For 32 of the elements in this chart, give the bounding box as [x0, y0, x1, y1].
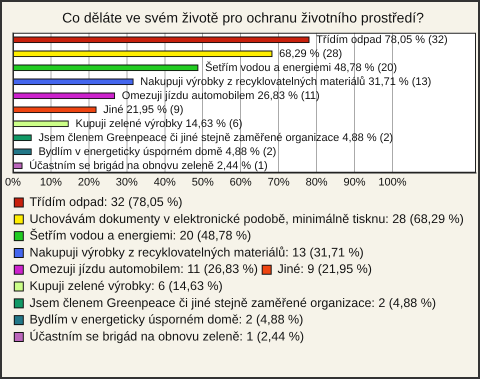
x-tick-label: 0% [4, 176, 22, 188]
legend-label: Šetřím vodou a energiemi: 20 (48,78 %) [30, 228, 252, 243]
x-tick-label: 10% [40, 176, 62, 188]
x-tick-label: 20% [78, 176, 100, 188]
legend-label: Omezuji jízdu automobilem: 11 (26,83 %) [30, 262, 258, 276]
legend-label: Kupuji zelené výrobky: 6 (14,63 %) [30, 279, 223, 294]
x-tick-label: 70% [268, 176, 290, 188]
legend-label: Účastním se brigád na obnovu zeleně: 1 (2,44 %) [30, 329, 304, 344]
x-tick-label: 30% [116, 176, 138, 188]
legend-label: Nakupuji výrobky z recyklovatelných materiálů: 13 (31,71 %) [30, 245, 364, 260]
x-tick-label: 80% [306, 176, 328, 188]
data-label: Jiné 21,95 % (9) [103, 104, 184, 116]
x-tick-label: 40% [154, 176, 176, 188]
legend-label: Uchovávám dokumenty v elektronické podobě, minimálně tisknu: 28 (68,29 %) [30, 212, 464, 226]
legend-label: Jsem členem Greenpeace či jiné stejně zaměřené organizace: 2 (4,88 %) [30, 296, 436, 310]
x-tick-label: 90% [344, 176, 366, 188]
x-tick-label: 100% [378, 176, 407, 188]
chart-title: Co děláte ve svém životě pro ochranu životního prostředí? [62, 9, 424, 26]
x-tick-label: 50% [192, 176, 214, 188]
legend-label: Třídím odpad: 32 (78,05 %) [30, 195, 182, 210]
data-label: Jsem členem Greenpeace či jiné stejně zaměřené organizace 4,88 % (2) [38, 132, 394, 144]
data-label: Třídím odpad 78,05 % (32) [316, 34, 448, 46]
legend-label: Bydlím v energeticky úsporném domě: 2 (4,88 %) [30, 312, 304, 327]
data-label: Kupuji zelené výrobky 14,63 % (6) [75, 118, 242, 130]
data-label: Nakupuji výrobky z recyklovatelných materiálů 31,71 % (13) [140, 76, 432, 88]
x-tick-label: 60% [230, 176, 252, 188]
legend-label: Jiné: 9 (21,95 %) [277, 262, 372, 276]
data-label: Šetřím vodou a energiemi 48,78 % (20) [205, 60, 398, 74]
data-label: 68,29 % (28) [279, 48, 342, 60]
data-label: Účastním se brigád na obnovu zeleně 2,44 % (1) [29, 158, 268, 172]
data-label: Bydlím v energeticky úsporném domě 4,88 % (2) [38, 146, 276, 158]
data-label: Omezuji jízdu automobilem 26,83 % (11) [122, 90, 320, 102]
